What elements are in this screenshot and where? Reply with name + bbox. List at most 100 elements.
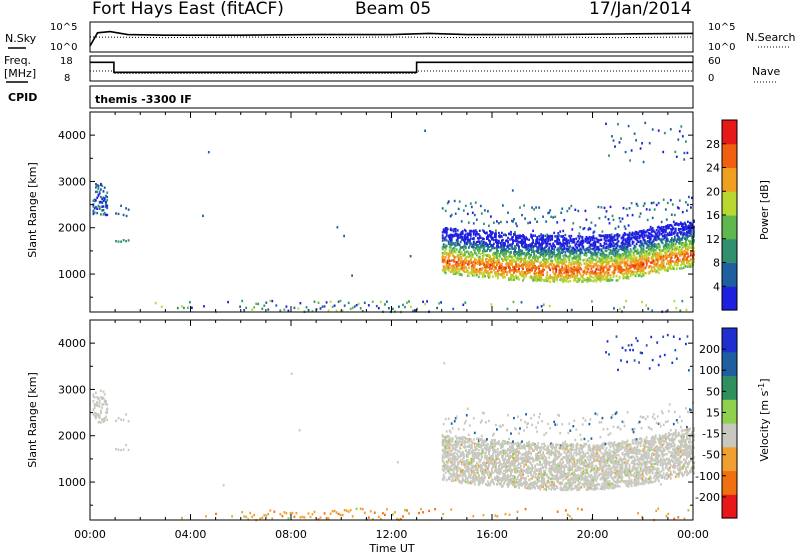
data-cell — [592, 234, 595, 238]
data-cell — [579, 272, 582, 276]
data-cell — [481, 275, 484, 279]
data-cell — [460, 443, 463, 447]
data-cell — [491, 454, 493, 458]
data-cell — [545, 262, 548, 265]
data-cell — [609, 265, 612, 268]
data-cell — [575, 255, 578, 258]
data-cell — [520, 301, 523, 304]
data-cell — [477, 259, 480, 262]
data-cell — [463, 253, 466, 257]
data-cell — [92, 209, 95, 213]
data-cell — [481, 242, 484, 245]
data-cell — [454, 435, 457, 438]
data-cell — [641, 262, 644, 265]
data-cell — [606, 261, 609, 264]
data-cell — [496, 246, 498, 249]
data-cell — [467, 452, 470, 456]
data-cell — [501, 249, 503, 253]
data-cell — [531, 236, 533, 240]
data-cell — [553, 252, 556, 255]
data-cell — [515, 251, 517, 254]
data-cell — [544, 250, 547, 253]
data-cell — [496, 256, 498, 260]
data-cell — [492, 244, 494, 247]
data-cell — [454, 232, 457, 236]
data-cell — [485, 463, 487, 467]
data-cell — [637, 269, 640, 272]
data-cell — [452, 443, 455, 447]
data-cell — [479, 467, 482, 470]
data-cell — [451, 462, 454, 465]
data-cell — [570, 269, 573, 273]
data-cell — [457, 462, 460, 465]
data-cell — [664, 251, 667, 254]
data-cell — [665, 251, 668, 254]
data-cell — [525, 236, 527, 239]
data-cell — [479, 446, 482, 449]
data-cell — [455, 439, 458, 443]
data-cell — [551, 246, 554, 250]
data-cell — [478, 247, 481, 250]
data-cell — [517, 263, 519, 266]
data-cell — [582, 280, 585, 283]
data-cell — [539, 242, 541, 246]
data-cell — [615, 250, 618, 253]
data-cell — [471, 255, 474, 258]
data-cell — [498, 258, 500, 261]
data-cell — [463, 234, 466, 237]
data-cell — [494, 445, 496, 448]
data-cell — [686, 257, 688, 261]
data-cell — [543, 260, 546, 263]
data-cell — [517, 243, 519, 247]
data-cell — [117, 212, 120, 216]
data-cell — [454, 251, 457, 254]
data-cell — [527, 271, 529, 274]
data-cell — [629, 253, 632, 256]
data-cell — [620, 245, 623, 249]
data-cell — [465, 452, 468, 455]
data-cell — [678, 228, 681, 231]
data-cell — [590, 264, 593, 268]
data-cell — [657, 129, 660, 132]
y-tick-label: 4000 — [58, 129, 86, 142]
data-cell — [653, 230, 656, 234]
data-cell — [442, 255, 445, 258]
data-cell — [488, 253, 490, 257]
data-cell — [597, 272, 600, 275]
data-cell — [548, 243, 551, 246]
data-cell — [571, 259, 574, 262]
data-cell — [548, 248, 551, 251]
data-cell — [447, 435, 450, 438]
data-cell — [620, 237, 623, 240]
data-cell — [599, 253, 602, 256]
data-cell — [507, 244, 509, 247]
data-cell — [122, 213, 125, 217]
data-cell — [627, 224, 630, 227]
data-cell — [95, 199, 97, 202]
data-cell — [611, 240, 614, 243]
data-cell — [593, 240, 596, 243]
data-cell — [466, 270, 469, 273]
data-cell — [487, 234, 489, 237]
data-cell — [331, 305, 334, 309]
data-cell — [603, 241, 606, 245]
data-cell — [596, 272, 599, 275]
data-cell — [459, 236, 462, 239]
y-tick-label: 3000 — [58, 175, 86, 188]
data-cell — [543, 268, 546, 271]
freq-series — [90, 61, 693, 74]
data-cell — [637, 274, 640, 278]
data-cell — [595, 272, 598, 275]
data-cell — [454, 476, 457, 479]
data-cell — [579, 252, 582, 256]
data-cell — [602, 266, 605, 269]
data-cell — [562, 268, 565, 272]
data-cell — [547, 211, 550, 215]
data-cell — [648, 228, 651, 231]
data-cell — [555, 254, 558, 257]
data-cell — [499, 262, 501, 265]
data-cell — [577, 249, 580, 252]
data-cell — [661, 249, 664, 252]
data-cell — [657, 271, 660, 274]
data-cell — [563, 245, 566, 248]
